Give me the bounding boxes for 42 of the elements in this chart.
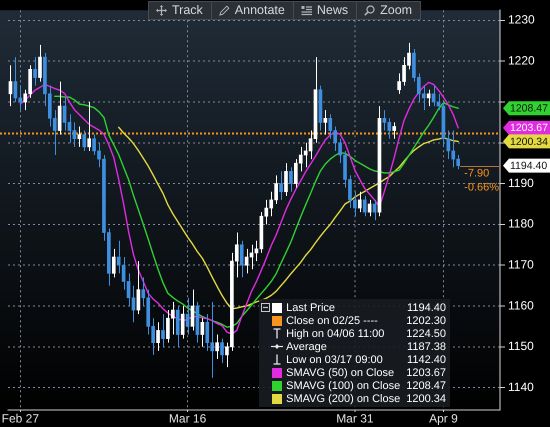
annotation: Zoom <box>380 2 412 19</box>
annotation: News <box>316 2 348 19</box>
annotation: -0.66% <box>464 182 500 194</box>
toolbar-button[interactable]: Track <box>149 2 211 19</box>
toolbar-button[interactable]: News <box>292 2 356 19</box>
legend-label: SMAVG (200) on Close <box>286 392 400 404</box>
legend-label: SMAVG (100) on Close <box>286 380 400 392</box>
y-tick-label: 1170 <box>508 257 534 272</box>
text: 1208.47 <box>510 102 548 115</box>
annotation: 1200.34 <box>406 392 446 404</box>
x-tick-label: Mar 16 <box>168 412 207 426</box>
annotation: Average <box>286 340 328 352</box>
legend-label: Last Price <box>286 302 336 314</box>
annotation: 1202.30 <box>406 314 446 326</box>
y-tick-label: 1150 <box>508 339 534 354</box>
y-tick-label: 1180 <box>508 216 534 231</box>
annotation: Annotate <box>234 2 285 19</box>
annotation: 1187.38 <box>407 340 446 352</box>
y-tick-label: 1190 <box>508 176 534 190</box>
legend-label: SMAVG (50) on Close <box>286 366 396 378</box>
x-tick-label: Feb 27 <box>2 412 40 426</box>
y-tick-label: 1160 <box>508 298 534 312</box>
y-tick-label: 1220 <box>508 54 536 68</box>
toolbar-button[interactable]: Annotate <box>210 2 293 19</box>
legend-label: Close on 02/25 ---- <box>286 314 379 326</box>
annotation: High on 04/06 11:00 <box>286 328 386 340</box>
x-tick-label: Apr 9 <box>429 412 458 426</box>
annotation: 1203.67 <box>406 366 446 378</box>
y-tick-label: 1230 <box>508 12 536 27</box>
annotation: Track <box>172 2 203 19</box>
text: 1203.67 <box>510 122 548 134</box>
annotation: 1208.47 <box>406 380 446 392</box>
x-tick-label: Mar 31 <box>336 412 374 426</box>
annotation: Low on 03/17 09:00 <box>286 354 384 366</box>
annotation: 1224.50 <box>406 328 446 340</box>
annotation: 1142.40 <box>407 354 446 366</box>
toolbar-button[interactable]: Zoom <box>356 2 420 19</box>
text: 1194.40 <box>510 160 548 172</box>
annotation: 1194.40 <box>407 302 446 314</box>
annotation: -7.90 <box>464 168 490 180</box>
y-tick-label: 1140 <box>508 380 534 394</box>
text: 1200.34 <box>510 136 548 148</box>
